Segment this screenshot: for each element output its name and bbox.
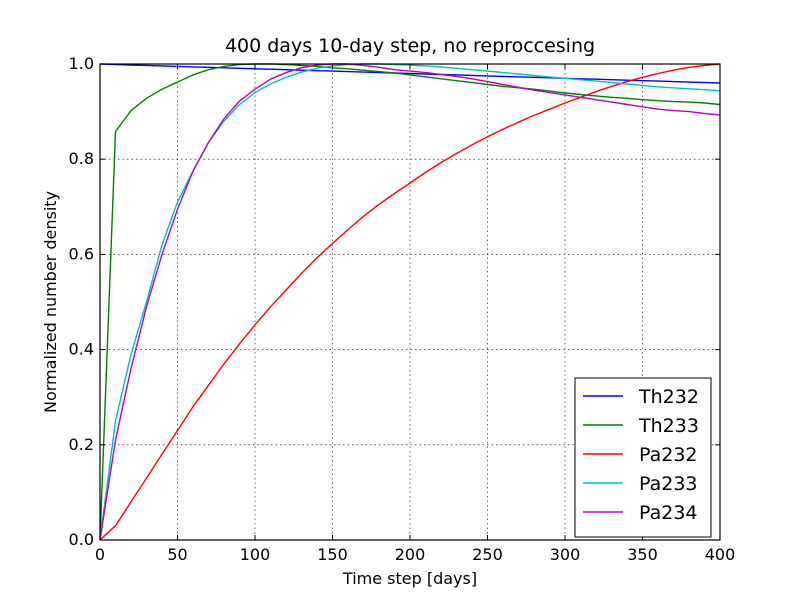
x-tick-label: 350	[627, 545, 658, 564]
legend-box	[574, 377, 712, 538]
legend-label: Pa232	[639, 444, 698, 466]
series-lines	[99, 63, 721, 541]
x-tick-label: 50	[167, 545, 187, 564]
x-axis-label: Time step [days]	[342, 569, 477, 588]
y-tick-label: 0.4	[69, 340, 94, 359]
legend-label: Pa234	[639, 502, 698, 524]
x-tick-label: 300	[550, 545, 581, 564]
y-tick-label: 1.0	[69, 54, 94, 73]
series-line-pa234	[99, 63, 721, 541]
legend-label: Pa233	[639, 473, 698, 495]
chart-title: 400 days 10-day step, no reproccesing	[225, 35, 595, 57]
y-tick-label: 0.8	[69, 149, 94, 168]
y-tick-label: 0.2	[69, 435, 94, 454]
x-tick-label: 400	[705, 545, 736, 564]
series-line-th233	[99, 63, 721, 541]
y-tick-label: 0.0	[69, 530, 94, 549]
x-tick-label: 250	[472, 545, 503, 564]
series-line-th232	[99, 63, 721, 84]
legend: Th232 Th233 Pa232 Pa233 Pa234	[574, 377, 712, 538]
x-tick-label: 150	[317, 545, 348, 564]
legend-label: Th232	[638, 386, 699, 408]
y-axis-label: Normalized number density	[41, 191, 60, 413]
y-tick-label: 0.6	[69, 244, 94, 263]
x-tick-label: 0	[95, 545, 105, 564]
legend-label: Th233	[638, 415, 699, 437]
series-line-pa232	[99, 63, 721, 541]
x-tick-label: 100	[240, 545, 271, 564]
x-tick-label: 200	[395, 545, 426, 564]
axis-ticks: 0 50 100 150 200 250 300 350 400 0.0 0.2 0.4 0.6 0.8 1…	[69, 54, 736, 564]
